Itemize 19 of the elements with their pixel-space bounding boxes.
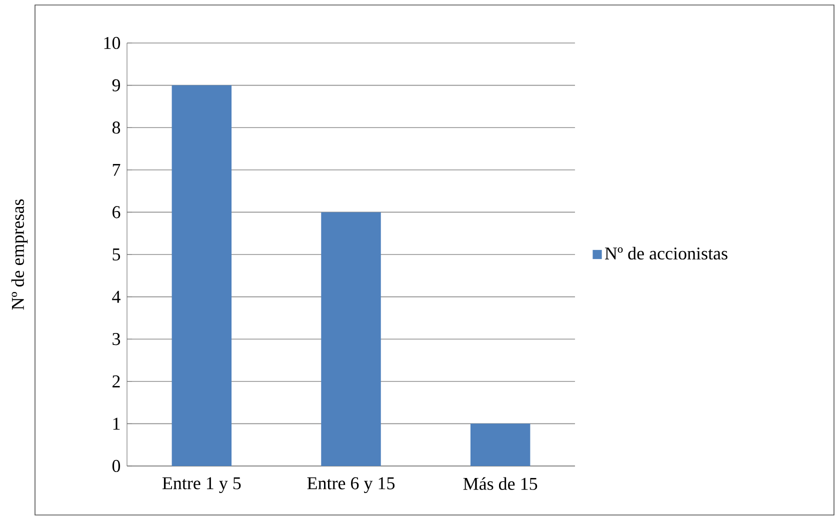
x-tick-label: Más de 15 bbox=[463, 477, 538, 490]
y-tick-label: 1 bbox=[113, 418, 120, 430]
y-tick-label: 9 bbox=[112, 79, 120, 92]
y-tick-label: 10 bbox=[104, 36, 120, 50]
y-tick-label: 5 bbox=[112, 248, 120, 260]
y-tick-label: 0 bbox=[112, 460, 120, 472]
y-tick-label: 7 bbox=[112, 164, 120, 176]
x-tick-label: Entre 1 y 5 bbox=[162, 477, 241, 494]
bar bbox=[470, 424, 530, 466]
y-tick-label: 3 bbox=[112, 333, 120, 346]
y-axis-title: Nº de empresas bbox=[11, 199, 28, 310]
legend-label: Nº de accionistas bbox=[604, 246, 728, 260]
y-tick-label: 4 bbox=[112, 290, 120, 303]
bar bbox=[172, 85, 232, 466]
y-tick-label: 6 bbox=[112, 206, 120, 218]
x-tick-label: Entre 6 y 15 bbox=[307, 477, 395, 494]
y-tick-label: 8 bbox=[112, 122, 120, 134]
bar bbox=[321, 212, 381, 466]
y-tick-label: 2 bbox=[112, 375, 120, 388]
